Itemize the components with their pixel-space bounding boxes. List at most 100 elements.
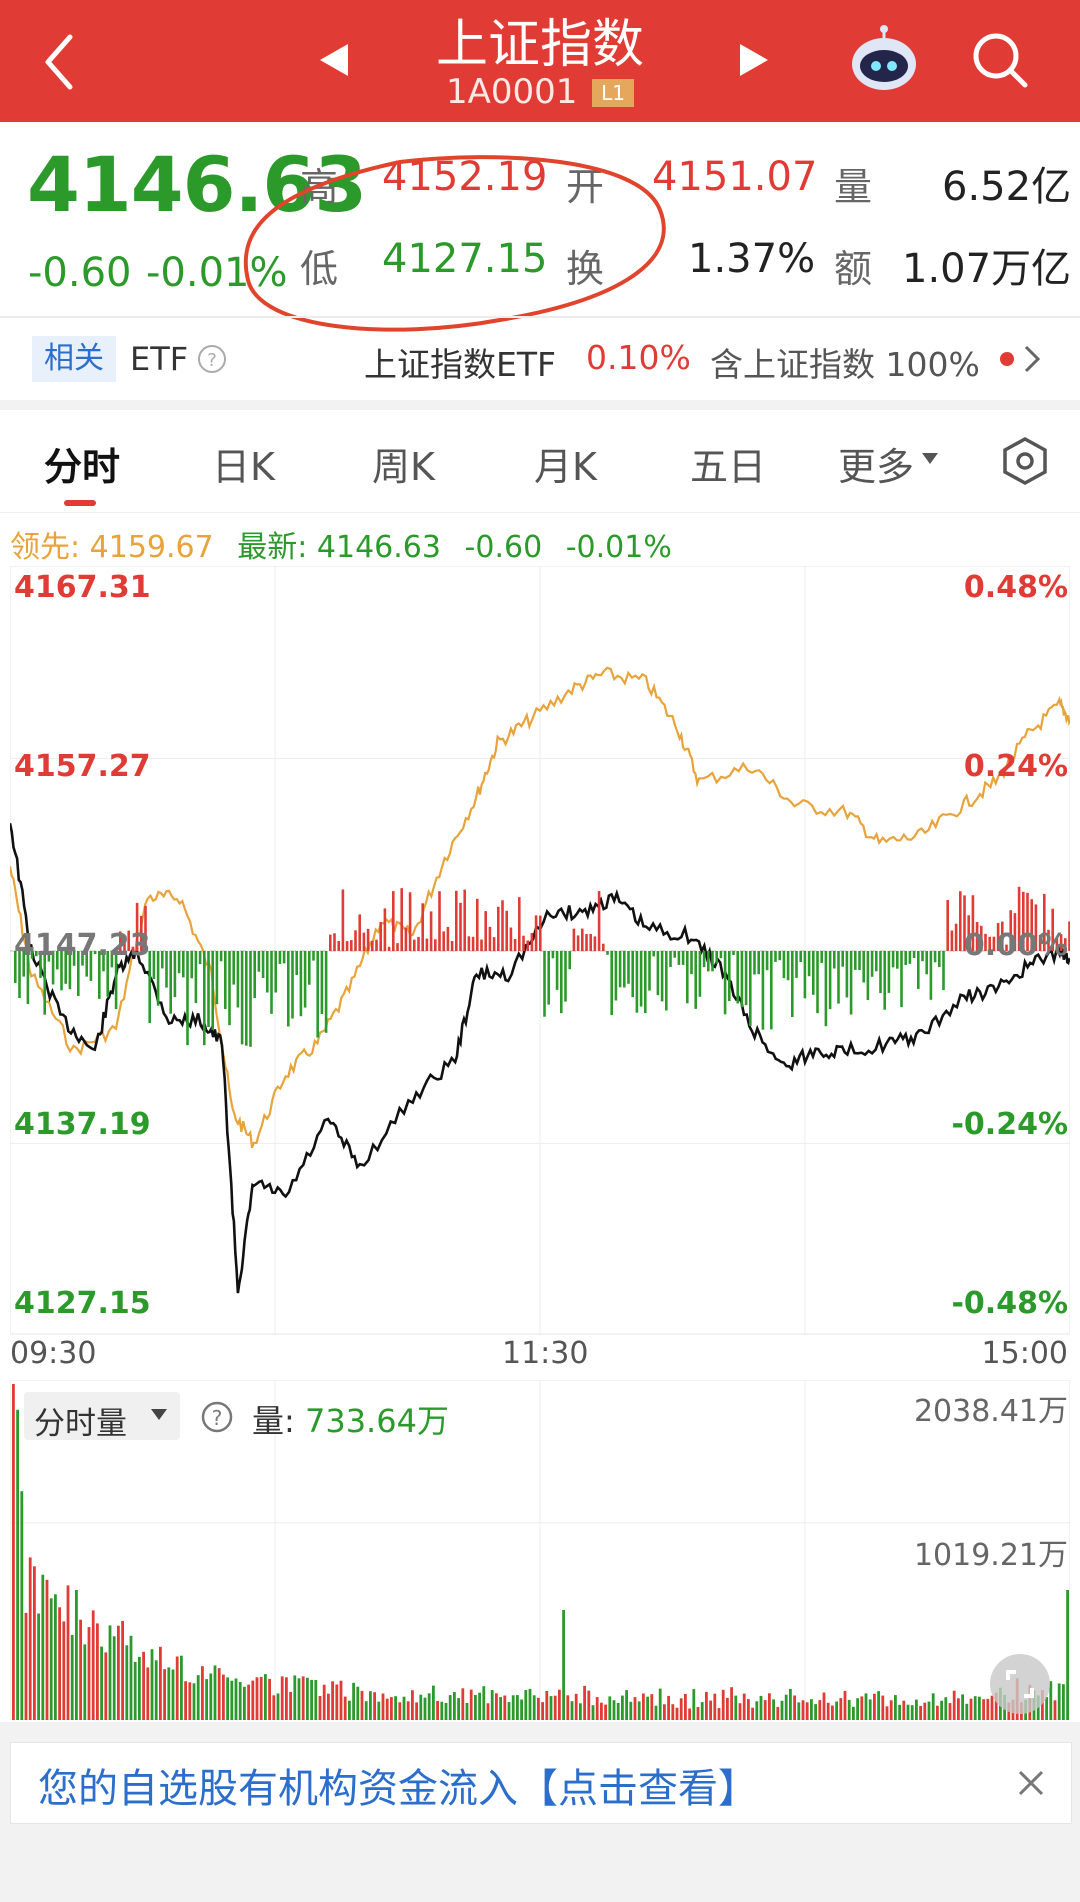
volume-bar bbox=[234, 1678, 238, 1720]
breadth-bar bbox=[417, 936, 420, 951]
robot-assistant-icon[interactable] bbox=[848, 24, 920, 96]
tab-weekly-k[interactable]: 周K bbox=[372, 445, 435, 489]
tab-five-day[interactable]: 五日 bbox=[690, 445, 767, 489]
volume-bar bbox=[45, 1579, 49, 1720]
breadth-bar bbox=[539, 915, 542, 951]
help-icon[interactable]: ? bbox=[196, 343, 228, 375]
breadth-bar bbox=[127, 930, 130, 951]
volume-bar bbox=[713, 1693, 717, 1720]
breadth-bar bbox=[152, 951, 156, 979]
breadth-bar bbox=[824, 951, 828, 1027]
breadth-bar bbox=[257, 951, 261, 972]
volume-bar bbox=[965, 1703, 969, 1720]
volume-bar bbox=[490, 1690, 494, 1720]
volume-bar bbox=[184, 1681, 187, 1720]
breadth-bar bbox=[341, 889, 345, 951]
next-stock-icon[interactable] bbox=[736, 42, 772, 78]
volume-bar bbox=[860, 1696, 864, 1720]
breadth-bar bbox=[89, 951, 93, 981]
volume-bar bbox=[755, 1701, 759, 1720]
tab-monthly-k[interactable]: 月K bbox=[534, 445, 597, 489]
breadth-bar bbox=[707, 951, 710, 972]
volume-bar bbox=[112, 1636, 116, 1720]
breadth-bar bbox=[858, 951, 861, 970]
volume-bar bbox=[763, 1700, 767, 1720]
breadth-bar bbox=[492, 937, 496, 951]
volume-bar bbox=[1045, 1697, 1048, 1720]
back-arrow-icon[interactable] bbox=[40, 32, 80, 92]
volume-bar bbox=[96, 1623, 99, 1720]
breadth-bar bbox=[753, 951, 756, 975]
volume-bar bbox=[604, 1704, 607, 1720]
volume-bar bbox=[805, 1702, 809, 1720]
volume-bar bbox=[717, 1708, 721, 1720]
tab-more[interactable]: 更多 bbox=[838, 445, 915, 489]
prev-stock-icon[interactable] bbox=[316, 42, 352, 78]
intraday-price-chart[interactable] bbox=[10, 566, 1070, 1336]
chevron-right-icon[interactable] bbox=[1022, 343, 1042, 375]
volume-bar bbox=[402, 1696, 406, 1720]
volume-selector[interactable]: 分时量 bbox=[24, 1392, 180, 1442]
volume-selector-label: 分时量 bbox=[34, 1406, 127, 1442]
notice-bar[interactable] bbox=[10, 1742, 1072, 1824]
etf-label: ETF bbox=[130, 340, 189, 378]
volume-bar bbox=[847, 1699, 851, 1720]
volume-bar bbox=[915, 1699, 918, 1720]
volume-bar bbox=[595, 1697, 599, 1720]
breadth-bar bbox=[782, 951, 786, 979]
settings-hexagon-icon[interactable] bbox=[1000, 436, 1050, 486]
breadth-bar bbox=[106, 951, 109, 997]
volume-bar bbox=[558, 1689, 561, 1720]
breadth-bar bbox=[921, 951, 924, 962]
etf-name[interactable]: 上证指数ETF bbox=[364, 345, 556, 384]
breadth-bar bbox=[446, 926, 450, 951]
volume-bar bbox=[390, 1697, 393, 1720]
tab-intraday[interactable]: 分时 bbox=[44, 445, 121, 489]
breadth-bar bbox=[757, 951, 760, 975]
volume-bar bbox=[444, 1702, 448, 1720]
breadth-bar bbox=[694, 951, 697, 1009]
breadth-bar bbox=[618, 951, 622, 988]
breadth-bar bbox=[396, 943, 399, 951]
breadth-bar bbox=[967, 915, 970, 951]
breadth-bar bbox=[883, 951, 886, 1010]
search-icon[interactable] bbox=[970, 30, 1030, 90]
volume-bar bbox=[41, 1574, 45, 1720]
breadth-bar bbox=[1038, 934, 1042, 951]
volume-bar bbox=[852, 1706, 855, 1720]
help-icon[interactable]: ? bbox=[200, 1400, 234, 1434]
breadth-bar bbox=[770, 951, 773, 1030]
volume-bar bbox=[952, 1690, 956, 1720]
notice-link[interactable]: 【点击查看】 bbox=[518, 1766, 758, 1812]
breadth-bar bbox=[1051, 908, 1054, 951]
fullscreen-button[interactable] bbox=[990, 1654, 1050, 1714]
tab-daily-k[interactable]: 日K bbox=[212, 445, 275, 489]
breadth-bar bbox=[194, 951, 198, 1004]
breadth-bar bbox=[173, 951, 177, 998]
volume-bar bbox=[579, 1703, 582, 1720]
close-icon[interactable] bbox=[1016, 1768, 1046, 1798]
volume-bar bbox=[637, 1701, 641, 1720]
volume-bar bbox=[990, 1695, 994, 1720]
breadth-bar bbox=[236, 951, 240, 1008]
volume-bar bbox=[87, 1627, 91, 1720]
volume-bar bbox=[658, 1688, 662, 1720]
breadth-bar bbox=[812, 951, 815, 995]
volume-bar bbox=[902, 1700, 906, 1720]
related-tag: 相关 bbox=[32, 336, 116, 382]
breadth-bar bbox=[337, 941, 340, 951]
volume-bar bbox=[322, 1684, 326, 1720]
breadth-bar bbox=[581, 928, 584, 951]
volume-bar bbox=[772, 1699, 775, 1720]
volume-bar bbox=[784, 1694, 788, 1720]
breadth-bar bbox=[610, 951, 613, 1016]
notice-text[interactable]: 您的自选股有机构资金流入【点击查看】 bbox=[38, 1756, 758, 1814]
breadth-bar bbox=[480, 939, 483, 951]
volume-bar bbox=[310, 1679, 313, 1720]
breadth-bar bbox=[190, 951, 193, 979]
volume-bar bbox=[440, 1701, 444, 1720]
volume-bar bbox=[75, 1590, 78, 1720]
volume-bar bbox=[142, 1651, 145, 1720]
volume-bar bbox=[28, 1557, 32, 1720]
volume-bar bbox=[356, 1686, 360, 1720]
